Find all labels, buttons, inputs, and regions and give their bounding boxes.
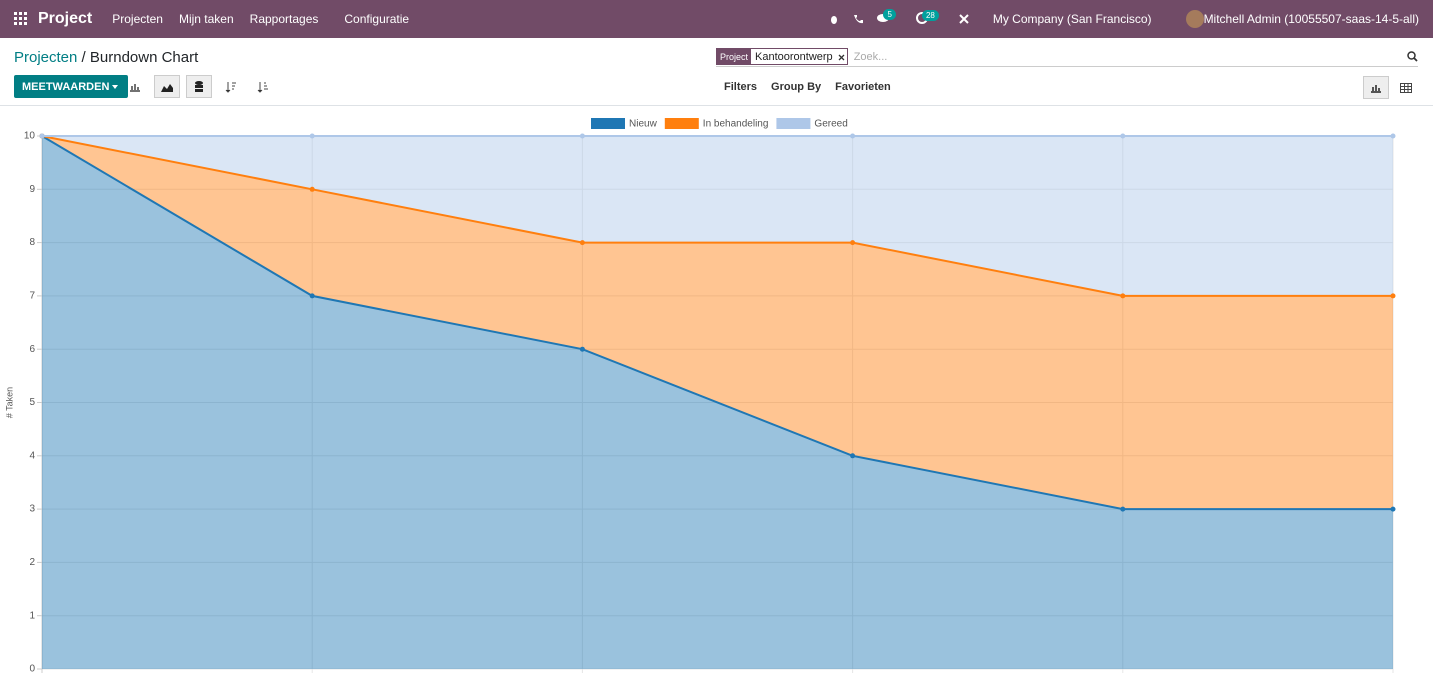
activities-badge: 28 xyxy=(921,9,939,21)
apps-icon[interactable] xyxy=(14,12,28,26)
breadcrumb: Projecten / Burndown Chart xyxy=(14,49,198,66)
data-point xyxy=(1120,293,1126,299)
messages-badge: 5 xyxy=(883,9,896,20)
y-axis-title: # Taken xyxy=(4,387,14,418)
series-line xyxy=(41,135,1393,511)
chart: 0 1 2 3 4 5 6 7 8 9 10 # Taken Nieuw In behandeling Ge… xyxy=(4,118,1396,673)
data-point xyxy=(579,346,585,352)
graph-view[interactable] xyxy=(1363,76,1389,99)
activities[interactable]: 28 xyxy=(915,9,945,27)
data-point xyxy=(1120,506,1126,512)
data-point xyxy=(309,293,315,299)
y-tick-label: 0 xyxy=(29,664,35,673)
data-point xyxy=(850,133,856,139)
line-mode[interactable] xyxy=(154,75,180,98)
data-point xyxy=(850,240,856,246)
breadcrumb-separator: / xyxy=(81,49,86,66)
stacked-toggle[interactable] xyxy=(186,75,212,98)
y-tick-label: 5 xyxy=(29,397,35,408)
messages[interactable]: 5 xyxy=(877,9,901,26)
favorites-toggle[interactable]: Favorieten xyxy=(835,81,891,93)
legend-label: Nieuw xyxy=(629,119,658,130)
area-fill xyxy=(42,136,1393,510)
bar-icon xyxy=(130,83,140,92)
control-panel: Projecten / Burndown Chart MEETWAARDEN P… xyxy=(0,38,1433,106)
phone-icon[interactable] xyxy=(853,14,864,24)
groupby-toggle[interactable]: Group By xyxy=(771,81,822,93)
company[interactable]: My Company (San Francisco) xyxy=(992,12,1152,26)
pivot-view[interactable] xyxy=(1393,76,1419,99)
y-tick-label: 4 xyxy=(29,450,35,461)
user-menu[interactable]: Mitchell Admin (10055507-saas-14-5-all) xyxy=(1185,10,1419,28)
menu-item[interactable]: Projecten xyxy=(112,12,163,26)
area-icon xyxy=(161,83,173,92)
facet-value: Kantoorontwerp xyxy=(755,50,833,63)
legend-swatch xyxy=(776,118,811,129)
graph-icon xyxy=(1371,84,1381,93)
navbar: Project Projecten Mijn taken Rapportages… xyxy=(0,0,1433,38)
facet-remove[interactable] xyxy=(837,52,847,62)
breadcrumb-current: Burndown Chart xyxy=(89,49,199,66)
data-point xyxy=(309,133,315,139)
menu-item[interactable]: Rapportages xyxy=(249,12,319,26)
caret xyxy=(112,84,119,89)
y-tick-label: 1 xyxy=(29,610,35,621)
legend: Nieuw In behandeling Gereed xyxy=(591,118,848,130)
y-tick-label: 2 xyxy=(29,557,35,568)
search-bar[interactable]: Project Kantoorontwerp Zoek... xyxy=(716,47,1418,67)
sort-desc-icon xyxy=(225,81,236,93)
data-point xyxy=(1390,293,1396,299)
chart-mode-buttons xyxy=(122,75,276,98)
systray: 5 28 My Company (San Francisco) Mitchell… xyxy=(829,9,1433,28)
filters-toggle[interactable]: Filters xyxy=(724,81,758,93)
measures-button[interactable]: MEETWAARDEN xyxy=(14,75,129,98)
sort-asc[interactable] xyxy=(250,75,276,98)
legend-swatch xyxy=(664,118,699,129)
area-fill xyxy=(42,136,1393,296)
search-icon[interactable] xyxy=(1407,51,1418,62)
y-tick-label: 3 xyxy=(29,504,35,515)
menu-item[interactable]: Mijn taken xyxy=(178,12,234,26)
data-point xyxy=(579,133,585,139)
y-tick-label: 7 xyxy=(29,291,35,302)
data-point xyxy=(1390,133,1396,139)
legend-label: Gereed xyxy=(814,119,847,130)
data-point xyxy=(850,453,856,459)
data-point xyxy=(309,186,315,192)
sort-desc[interactable] xyxy=(218,75,244,98)
y-tick-label: 9 xyxy=(29,184,35,195)
measures-label: MEETWAARDEN xyxy=(22,80,110,93)
y-tick-label: 10 xyxy=(24,131,36,142)
legend-swatch xyxy=(591,118,625,129)
menu-item[interactable]: Configuratie xyxy=(344,12,410,26)
data-point xyxy=(39,133,45,139)
app-name[interactable]: Project xyxy=(38,10,93,27)
breadcrumb-link[interactable]: Projecten xyxy=(14,49,78,66)
stack-icon xyxy=(195,80,203,92)
search-facet: Project Kantoorontwerp xyxy=(716,48,848,65)
data-point xyxy=(579,240,585,246)
legend-label: In behandeling xyxy=(703,119,769,130)
view-switcher xyxy=(1363,76,1419,99)
search-options: Filters Group By Favorieten xyxy=(724,81,891,93)
avatar xyxy=(1185,10,1204,28)
data-point xyxy=(1120,133,1126,139)
bug-icon[interactable] xyxy=(829,14,839,24)
series-line xyxy=(41,135,1393,297)
table-icon xyxy=(1400,82,1412,93)
facet-label: Project xyxy=(717,49,752,64)
user-name: Mitchell Admin (10055507-saas-14-5-all) xyxy=(1203,12,1419,26)
sort-asc-icon xyxy=(257,81,268,93)
y-tick-label: 6 xyxy=(29,344,35,355)
y-tick-label: 8 xyxy=(29,237,35,248)
tools-icon[interactable] xyxy=(959,14,969,24)
data-point xyxy=(1390,506,1396,512)
bar-mode[interactable] xyxy=(122,75,148,98)
search-placeholder: Zoek... xyxy=(853,50,888,63)
